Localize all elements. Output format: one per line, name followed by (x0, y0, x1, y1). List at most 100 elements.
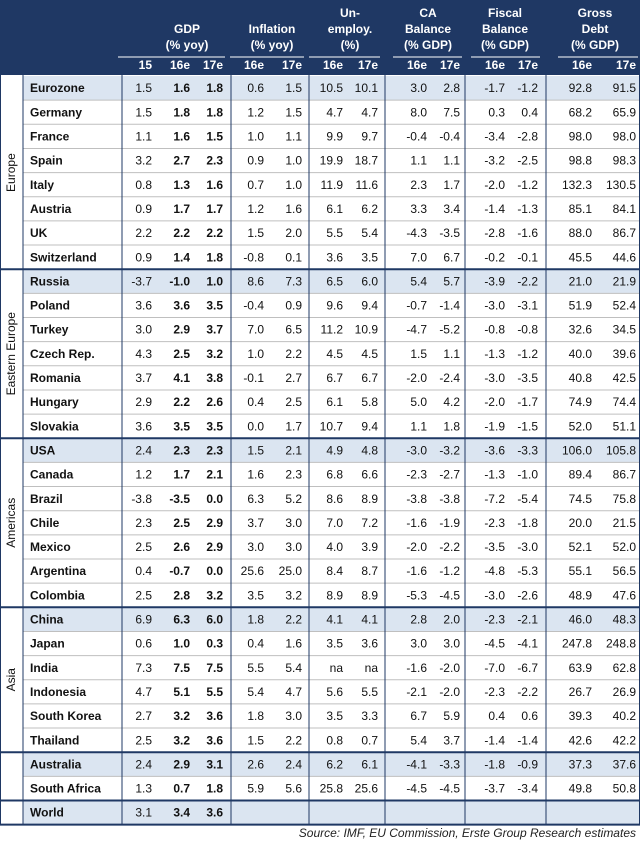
cell-value: 1.3 (135, 782, 152, 796)
cell-value: 37.3 (569, 757, 593, 771)
cell-value: 0.6 (135, 637, 152, 651)
cell-value: 5.5 (326, 226, 343, 240)
country-label: Switzerland (30, 250, 97, 264)
cell-value: 45.5 (569, 250, 593, 264)
cell-value: 2.9 (206, 540, 223, 554)
cell-value: -1.2 (517, 347, 538, 361)
country-label: World (30, 806, 64, 820)
cell-value: 2.2 (173, 395, 190, 409)
cell-value: 5.9 (443, 709, 460, 723)
column-subheader: 17e (440, 58, 460, 72)
cell-value: 1.7 (173, 202, 190, 216)
country-label: Eurozone (30, 81, 85, 95)
cell-value: 4.7 (135, 685, 152, 699)
cell-value: 2.6 (173, 540, 190, 554)
cell-value: 3.4 (173, 806, 190, 820)
cell-value: 5.2 (285, 492, 302, 506)
cell-value: 20.0 (569, 516, 593, 530)
cell-value: 6.3 (173, 613, 190, 627)
cell-value: 26.7 (569, 685, 593, 699)
cell-value: 3.0 (247, 540, 264, 554)
cell-value: 2.5 (173, 347, 190, 361)
cell-value: 62.8 (613, 661, 637, 675)
cell-value: -1.4 (484, 733, 505, 747)
cell-value: 3.6 (206, 709, 223, 723)
cell-value: 37.6 (613, 757, 637, 771)
cell-value: 8.9 (326, 588, 343, 602)
cell-value: 42.6 (569, 733, 593, 747)
cell-value: 25.6 (355, 782, 379, 796)
cell-value: 1.1 (410, 419, 427, 433)
cell-value: 0.7 (173, 782, 190, 796)
cell-value: 51.9 (569, 299, 593, 313)
cell-value: -3.3 (517, 443, 538, 457)
cell-value: 98.0 (569, 130, 593, 144)
cell-value: 1.1 (443, 347, 460, 361)
cell-value: 34.5 (613, 323, 637, 337)
country-label: Colombia (30, 588, 85, 602)
cell-value: 8.9 (361, 492, 378, 506)
cell-value: 1.0 (247, 130, 264, 144)
cell-value: 10.9 (355, 323, 379, 337)
cell-value: 6.7 (443, 250, 460, 264)
cell-value: 0.9 (135, 202, 152, 216)
cell-value: 3.7 (247, 516, 264, 530)
cell-value: 3.0 (285, 516, 302, 530)
country-label: Hungary (30, 395, 79, 409)
cell-value: 0.9 (285, 299, 302, 313)
cell-value: 44.6 (613, 250, 637, 264)
cell-value: 5.4 (361, 226, 378, 240)
country-label: India (30, 661, 58, 675)
cell-value: -4.5 (484, 637, 505, 651)
cell-value: 0.6 (521, 709, 538, 723)
cell-value: -3.2 (439, 443, 460, 457)
cell-value: 1.7 (206, 202, 223, 216)
cell-value: 4.1 (361, 613, 378, 627)
cell-value: 0.9 (135, 250, 152, 264)
row-highlight (23, 76, 640, 101)
country-label: Japan (30, 637, 65, 651)
cell-value: -1.8 (484, 757, 505, 771)
group-label: Asia (4, 668, 18, 692)
cell-value: 1.8 (206, 105, 223, 119)
country-label: Poland (30, 299, 70, 313)
cell-value: 0.3 (488, 105, 505, 119)
cell-value: 21.9 (613, 274, 637, 288)
cell-value: 0.1 (285, 250, 302, 264)
cell-value: 6.1 (326, 395, 343, 409)
cell-value: 74.4 (613, 395, 637, 409)
cell-value: 1.8 (443, 419, 460, 433)
country-label: Turkey (30, 323, 69, 337)
cell-value: 3.2 (206, 347, 223, 361)
cell-value: -0.7 (406, 299, 427, 313)
cell-value: -1.6 (406, 661, 427, 675)
cell-value: 1.5 (285, 81, 302, 95)
cell-value: -2.1 (517, 613, 538, 627)
cell-value: 5.9 (247, 782, 264, 796)
cell-value: 6.1 (361, 757, 378, 771)
cell-value: 6.9 (135, 613, 152, 627)
cell-value: -2.3 (484, 516, 505, 530)
cell-value: 3.5 (326, 709, 343, 723)
group-label: Eastern Europe (4, 312, 18, 396)
cell-value: 42.2 (613, 733, 637, 747)
cell-value: 40.2 (613, 709, 637, 723)
cell-value: 86.7 (613, 226, 637, 240)
cell-value: 105.8 (606, 443, 636, 457)
cell-value: 52.0 (613, 540, 637, 554)
cell-value: 5.6 (285, 782, 302, 796)
cell-value: 2.3 (206, 443, 223, 457)
cell-value: 3.6 (206, 806, 223, 820)
cell-value: -2.0 (406, 371, 427, 385)
cell-value: 2.2 (206, 226, 223, 240)
cell-value: 1.6 (285, 637, 302, 651)
cell-value: -3.5 (169, 492, 190, 506)
cell-value: 3.2 (285, 588, 302, 602)
cell-value: 86.7 (613, 468, 637, 482)
cell-value: 2.7 (285, 371, 302, 385)
cell-value: -1.6 (517, 226, 538, 240)
column-group-header: (%) (341, 38, 360, 52)
cell-value: 48.9 (569, 588, 593, 602)
cell-value: 8.0 (410, 105, 427, 119)
cell-value: -3.0 (406, 443, 427, 457)
